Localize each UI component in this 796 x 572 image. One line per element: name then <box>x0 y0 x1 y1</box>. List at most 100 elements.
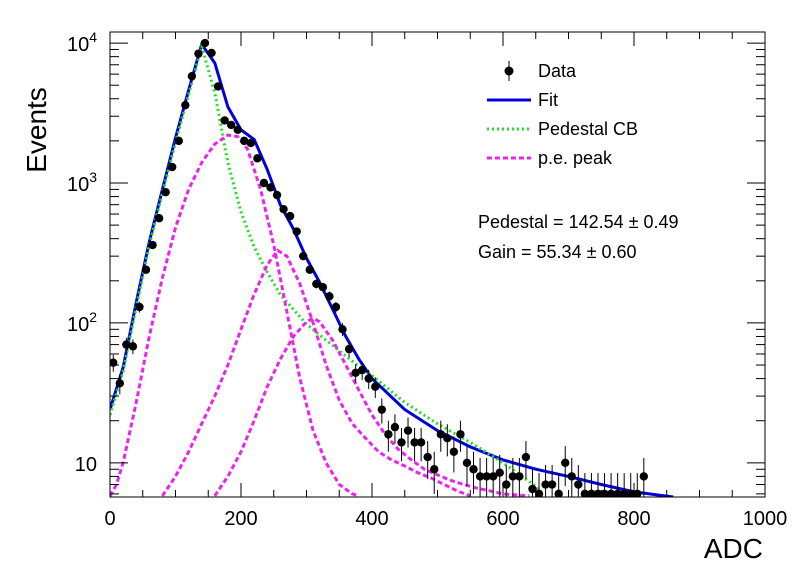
data-point <box>515 472 524 481</box>
data-point <box>554 489 563 497</box>
data-point <box>168 162 177 172</box>
data-point <box>567 472 576 481</box>
data-point <box>469 465 478 474</box>
axis-ticks: 0 200 400 600 800 1000 10 102 103 104 <box>67 29 787 530</box>
data-point <box>135 302 144 312</box>
y-tick-label: 102 <box>67 309 97 336</box>
data-point <box>279 204 288 214</box>
x-tick-label: 400 <box>355 508 388 530</box>
plot-frame <box>109 31 766 498</box>
legend-label: Fit <box>538 90 558 110</box>
data-point <box>181 100 190 110</box>
series-line-p-e-peak-3 <box>213 316 530 497</box>
data-point <box>561 458 570 468</box>
data-point <box>338 325 347 334</box>
data-point <box>194 49 203 58</box>
y-tick-label: 104 <box>67 29 97 56</box>
plot-area <box>110 38 674 497</box>
data-point <box>233 125 242 135</box>
data-point <box>606 489 616 497</box>
series-line-p-e-peak-1 <box>110 133 360 497</box>
data-point <box>410 438 419 447</box>
data-point <box>626 489 635 497</box>
gain-annotation: Gain = 55.34 ± 0.60 <box>478 242 637 262</box>
data-point <box>240 136 249 146</box>
data-point <box>220 116 229 125</box>
data-point <box>154 214 164 223</box>
data-point <box>318 283 328 292</box>
data-point <box>344 344 354 354</box>
data-point <box>226 120 236 130</box>
data-point <box>462 458 472 468</box>
data-point <box>331 302 341 312</box>
x-tick-label: 1000 <box>743 508 788 530</box>
data-point <box>161 187 170 197</box>
data-point <box>541 480 550 489</box>
x-tick-label: 0 <box>104 508 115 530</box>
data-point <box>495 468 504 477</box>
data-point <box>508 472 518 481</box>
x-tick-label: 800 <box>617 508 650 530</box>
legend-entry: Pedestal CB <box>487 119 638 139</box>
legend-label: Data <box>538 61 577 81</box>
data-point <box>403 426 413 435</box>
data-point <box>521 452 531 462</box>
data-point <box>128 342 138 351</box>
data-point <box>207 48 216 58</box>
legend-marker <box>504 66 514 76</box>
data-point <box>213 82 223 91</box>
data-point <box>148 240 157 250</box>
chart-data-layer <box>110 38 674 497</box>
series-line-pedestal-cb <box>110 40 544 496</box>
data-point <box>534 489 544 497</box>
data-point <box>259 178 269 188</box>
data-point <box>547 480 557 489</box>
data-point <box>613 489 622 497</box>
data-point <box>292 227 301 236</box>
data-point <box>475 472 485 481</box>
data-point <box>253 154 262 163</box>
data-point <box>325 292 334 301</box>
data-point <box>351 368 360 378</box>
data-point <box>312 279 321 289</box>
data-point <box>174 136 183 146</box>
x-tick-label: 200 <box>224 508 257 530</box>
legend-entry: Data <box>504 61 577 81</box>
data-point <box>357 365 367 375</box>
series-line-p-e-peak-2 <box>161 248 471 497</box>
data-point <box>187 71 197 81</box>
data-point <box>633 489 642 497</box>
data-point <box>600 489 609 497</box>
y-tick-label: 103 <box>67 169 97 196</box>
data-point <box>371 382 380 391</box>
data-point <box>456 430 465 439</box>
data-point <box>430 465 439 474</box>
data-point <box>377 405 387 414</box>
data-point <box>305 265 314 274</box>
data-point <box>593 489 603 497</box>
data-point <box>266 183 275 192</box>
data-point <box>482 472 491 481</box>
legend-label: p.e. peak <box>538 148 613 168</box>
data-point <box>574 480 583 489</box>
pedestal-annotation: Pedestal = 142.54 ± 0.49 <box>478 212 679 232</box>
data-point <box>488 472 498 481</box>
data-point <box>423 452 432 462</box>
x-axis-label: ADC <box>704 533 763 564</box>
data-point <box>443 434 452 443</box>
data-point <box>436 430 445 439</box>
data-point <box>122 340 131 349</box>
data-point <box>580 489 590 497</box>
data-point <box>364 374 373 383</box>
legend-entry: Fit <box>487 90 558 110</box>
legend-entry: p.e. peak <box>487 148 613 168</box>
data-point <box>384 430 393 439</box>
y-tick-label: 10 <box>75 454 97 476</box>
data-point <box>272 190 282 200</box>
data-point <box>299 251 308 261</box>
data-point <box>528 484 537 494</box>
data-point <box>416 438 426 447</box>
data-point <box>390 422 400 432</box>
data-point <box>587 489 596 497</box>
x-tick-label: 600 <box>486 508 519 530</box>
